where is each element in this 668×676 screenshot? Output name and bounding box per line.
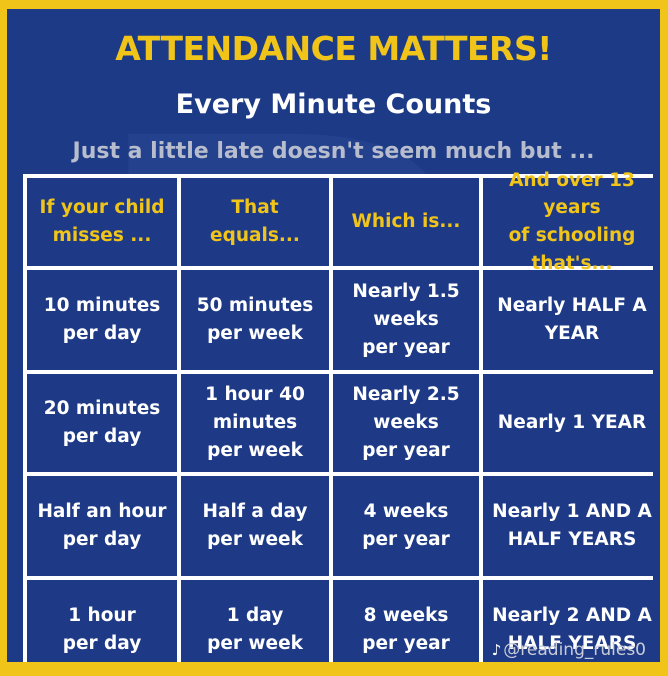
table-header-cell: That equals... xyxy=(181,178,329,266)
table-cell: 8 weeks per year xyxy=(333,580,479,662)
watermark-text: @reading_rules0 xyxy=(503,640,646,660)
tiktok-icon: ♪ xyxy=(491,641,502,659)
table-cell: Nearly 1 AND A HALF YEARS xyxy=(483,476,660,576)
table-cell: 50 minutes per week xyxy=(181,270,329,370)
table-cell: Nearly 2 AND A HALF YEARS xyxy=(483,580,660,662)
table-cell: 1 hour per day xyxy=(27,580,177,662)
table-header-cell: And over 13 years of schooling that's... xyxy=(483,170,660,274)
table-cell: 10 minutes per day xyxy=(27,270,177,370)
poster-tagline: Just a little late doesn't seem much but… xyxy=(72,139,595,164)
poster-title: ATTENDANCE MATTERS! xyxy=(115,29,552,68)
poster-subtitle: Every Minute Counts xyxy=(175,89,492,120)
table-cell: Nearly 1 YEAR xyxy=(483,374,660,472)
table-cell: 20 minutes per day xyxy=(27,374,177,472)
table-cell: Nearly 2.5 weeks per year xyxy=(333,374,479,472)
watermark: ♪ @reading_rules0 xyxy=(492,640,646,660)
table-cell: 1 hour 40 minutes per week xyxy=(181,374,329,472)
table-header-cell: If your child misses ... xyxy=(27,178,177,266)
table-cell: Nearly HALF A YEAR xyxy=(483,270,660,370)
table-cell: Half a day per week xyxy=(181,476,329,576)
table-cell: 1 day per week xyxy=(181,580,329,662)
table-cell: Half an hour per day xyxy=(27,476,177,576)
table-cell: Nearly 1.5 weeks per year xyxy=(333,270,479,370)
attendance-table: If your child misses ... That equals... … xyxy=(23,170,660,662)
table-cell: 4 weeks per year xyxy=(333,476,479,576)
table-header-cell: Which is... xyxy=(333,178,479,266)
